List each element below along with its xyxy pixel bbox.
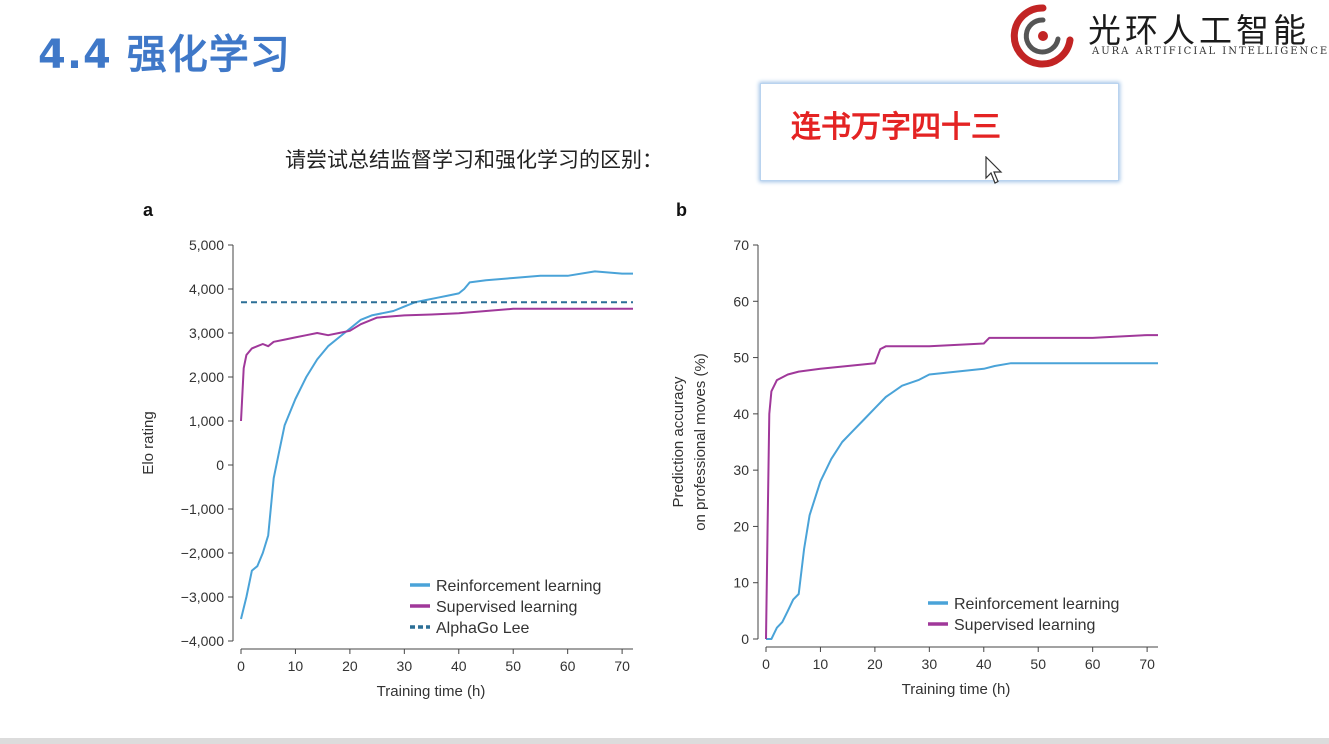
slide-title: 4.4 强化学习: [38, 32, 291, 78]
x-tick-label: 70: [614, 658, 630, 674]
y-axis-label: on professional moves (%): [692, 353, 709, 531]
x-tick-label: 20: [342, 658, 358, 674]
y-tick-label: 0: [741, 631, 749, 647]
series-line-reinforcement-learning: [240, 270, 633, 620]
legend-label: Reinforcement learning: [954, 596, 1119, 613]
y-axis-label: Elo rating: [140, 411, 157, 474]
y-tick-label: −1,000: [181, 501, 224, 517]
logo-ring-icon: [1010, 4, 1074, 68]
panel-label: b: [676, 200, 687, 220]
x-tick-label: 60: [1085, 656, 1101, 672]
x-tick-label: 40: [976, 656, 992, 672]
y-tick-label: 70: [733, 237, 749, 253]
y-tick-label: 3,000: [189, 325, 224, 341]
logo: 光环人工智能 AURA ARTIFICIAL INTELLIGENCE: [1000, 0, 1329, 70]
y-tick-label: 50: [733, 350, 749, 366]
answer-textbox[interactable]: 连书万字四十三: [760, 83, 1119, 181]
series-line-supervised-learning: [765, 334, 1158, 640]
y-tick-label: 4,000: [189, 281, 224, 297]
x-tick-label: 0: [762, 656, 770, 672]
question-text: 请尝试总结监督学习和强化学习的区别：: [285, 148, 663, 172]
legend-label: Reinforcement learning: [436, 578, 601, 595]
x-tick-label: 70: [1139, 656, 1155, 672]
x-axis-label: Training time (h): [902, 681, 1011, 698]
y-axis-label: Prediction accuracy: [670, 376, 687, 507]
chart-panel-a: a −4,000 −3,000 −2,000 −1,000 0 1,000 2,000 3,00…: [140, 200, 633, 700]
x-tick-label: 30: [397, 658, 413, 674]
mouse-cursor-icon: [985, 156, 1003, 184]
chart-panel-b: b 0 10 20 30 40 50 60 70 0 10 20 30 40 50 60 70 Training …: [670, 200, 1158, 698]
y-tick-label: 30: [733, 462, 749, 478]
y-tick-label: −3,000: [181, 589, 224, 605]
y-tick-label: 40: [733, 406, 749, 422]
series-line-supervised-learning: [240, 307, 633, 422]
y-tick-label: 60: [733, 293, 749, 309]
legend-label: AlphaGo Lee: [436, 620, 530, 637]
logo-english-text: AURA ARTIFICIAL INTELLIGENCE: [1092, 46, 1329, 57]
y-tick-label: 5,000: [189, 237, 224, 253]
y-tick-label: 0: [216, 457, 224, 473]
y-tick-label: −2,000: [181, 545, 224, 561]
panel-label: a: [143, 200, 154, 220]
y-tick-label: 2,000: [189, 369, 224, 385]
y-tick-label: 10: [733, 575, 749, 591]
x-tick-label: 50: [505, 658, 521, 674]
legend-label: Supervised learning: [436, 599, 577, 616]
x-tick-label: 10: [813, 656, 829, 672]
x-tick-label: 30: [922, 656, 938, 672]
x-tick-label: 10: [288, 658, 304, 674]
series-line-reinforcement-learning: [766, 362, 1158, 640]
x-tick-label: 0: [237, 658, 245, 674]
y-tick-label: −4,000: [181, 633, 224, 649]
x-tick-label: 40: [451, 658, 467, 674]
x-axis-label: Training time (h): [377, 683, 486, 700]
y-tick-label: 1,000: [189, 413, 224, 429]
bottom-divider: [0, 738, 1329, 744]
x-tick-label: 50: [1030, 656, 1046, 672]
answer-text[interactable]: 连书万字四十三: [791, 110, 1001, 145]
legend-label: Supervised learning: [954, 617, 1095, 634]
x-tick-label: 60: [560, 658, 576, 674]
x-tick-label: 20: [867, 656, 883, 672]
y-tick-label: 20: [733, 518, 749, 534]
logo-chinese-text: 光环人工智能: [1088, 11, 1310, 50]
